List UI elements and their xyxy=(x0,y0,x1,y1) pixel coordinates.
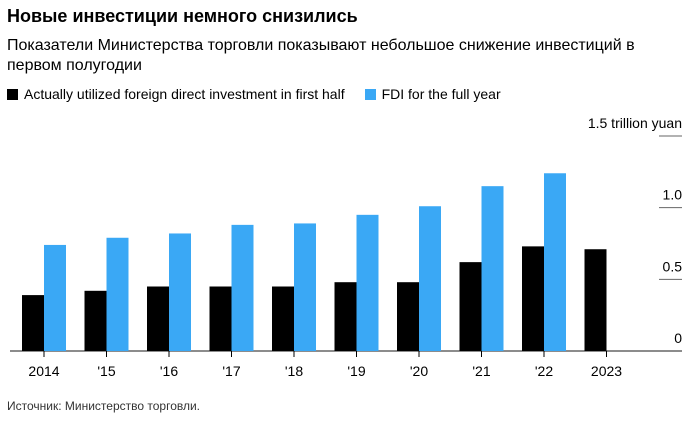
legend-label-full-year: FDI for the full year xyxy=(381,86,501,102)
y-tick-label: 1.0 xyxy=(663,187,683,203)
bar-first-half xyxy=(334,282,357,351)
bar-full-year xyxy=(44,244,66,351)
x-tick-label: '20 xyxy=(410,363,428,379)
x-tick-label: '19 xyxy=(347,363,365,379)
bar-full-year xyxy=(544,173,566,351)
legend-swatch-first-half xyxy=(7,88,18,100)
bar-full-year xyxy=(294,223,316,351)
bar-first-half xyxy=(522,246,544,351)
x-tick-label: '18 xyxy=(285,363,303,379)
y-tick-label: 1.5 trillion yuan xyxy=(588,115,682,131)
bar-first-half xyxy=(209,286,232,351)
bar-full-year xyxy=(231,224,254,351)
chart-subtitle: Показатели Министерства торговли показыв… xyxy=(7,37,635,74)
chart-title: Новые инвестиции немного снизились xyxy=(7,6,358,26)
legend-swatch-full-year xyxy=(364,88,376,100)
bar-full-year xyxy=(169,233,191,351)
x-tick-label: 2014 xyxy=(28,363,59,379)
bar-full-year xyxy=(356,214,379,351)
x-tick-label: '21 xyxy=(472,363,490,379)
bar-full-year xyxy=(481,186,504,351)
x-tick-label: '17 xyxy=(222,363,240,379)
bar-full-year xyxy=(419,206,441,351)
x-tick-label: '16 xyxy=(160,363,178,379)
legend-label-first-half: Actually utilized foreign direct investm… xyxy=(24,86,345,102)
bar-first-half xyxy=(584,249,607,351)
x-tick-label: 2023 xyxy=(591,363,622,379)
x-tick-label: '15 xyxy=(97,363,115,379)
legend: Actually utilized foreign direct investm… xyxy=(7,86,501,102)
bar-first-half xyxy=(272,286,294,351)
bar-first-half xyxy=(397,282,419,351)
bar-first-half xyxy=(147,286,169,351)
bar-first-half xyxy=(22,295,44,351)
bar-full-year xyxy=(106,237,129,351)
bar-first-half xyxy=(459,262,482,351)
x-tick-label: '22 xyxy=(535,363,553,379)
bar-first-half xyxy=(84,290,107,351)
y-tick-label: 0 xyxy=(674,330,682,346)
source-note: Источник: Министерство торговли. xyxy=(7,399,201,413)
y-tick-label: 0.5 xyxy=(663,258,683,274)
